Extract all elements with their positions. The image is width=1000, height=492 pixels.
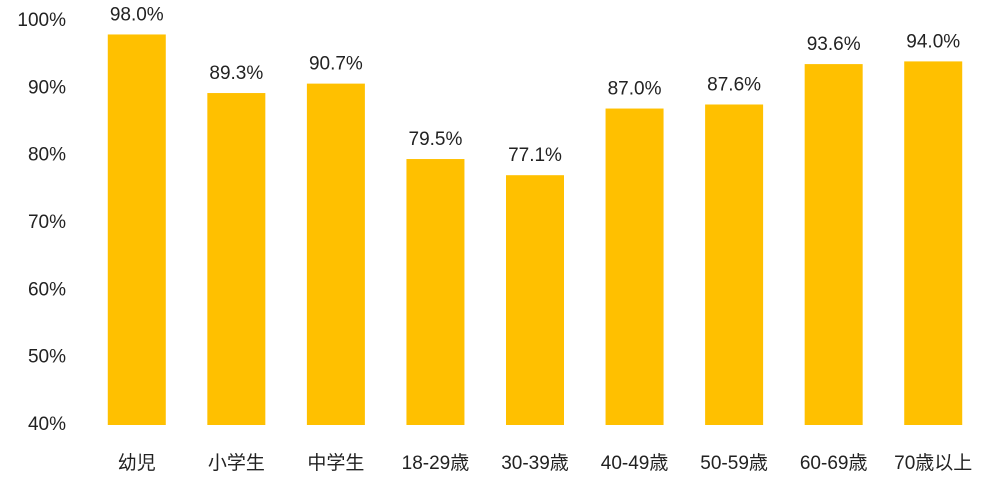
x-tick-label: 30-39歳 (501, 452, 569, 474)
data-label: 79.5% (409, 129, 463, 150)
x-tick-label: 18-29歳 (402, 452, 470, 474)
bar (804, 64, 863, 426)
data-label: 93.6% (807, 34, 861, 55)
x-tick-label: 40-49歳 (601, 452, 669, 474)
y-tick-label: 60% (28, 279, 66, 300)
y-tick-label: 80% (28, 145, 66, 166)
data-label: 90.7% (309, 54, 363, 75)
y-tick-label: 50% (28, 347, 66, 368)
data-label: 87.6% (707, 75, 761, 96)
bar (107, 34, 166, 425)
y-tick-label: 70% (28, 212, 66, 233)
bar (904, 61, 963, 426)
bar (605, 108, 664, 426)
x-tick-label: 中学生 (307, 452, 364, 474)
bar (705, 104, 764, 425)
bar (207, 93, 266, 426)
data-label: 94.0% (906, 31, 960, 52)
x-tick-label: 70歳以上 (894, 452, 972, 474)
y-tick-label: 40% (28, 414, 66, 435)
x-tick-label: 小学生 (208, 452, 265, 474)
bar (306, 83, 365, 426)
x-tick-label: 幼児 (118, 452, 156, 474)
data-label: 77.1% (508, 145, 562, 166)
bar (406, 159, 465, 426)
x-tick-label: 60-69歳 (800, 452, 868, 474)
bar (506, 175, 564, 425)
data-label: 87.0% (608, 79, 662, 100)
data-label: 89.3% (209, 63, 263, 84)
y-tick-label: 100% (17, 10, 66, 31)
data-label: 98.0% (110, 4, 164, 25)
x-tick-label: 50-59歳 (700, 452, 768, 474)
y-tick-label: 90% (28, 77, 66, 98)
